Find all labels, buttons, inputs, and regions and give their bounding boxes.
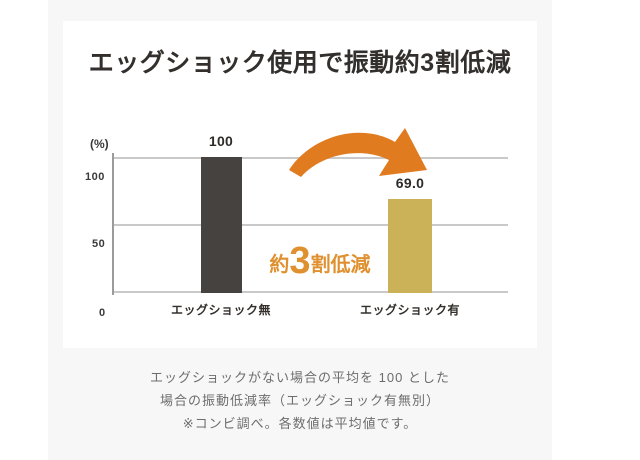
bar-no-eggshock (201, 157, 242, 293)
page-left-gutter (0, 0, 48, 460)
chart-card: エッグショック使用で振動約3割低減 (%) 100 50 0 100 69.0 … (63, 21, 537, 348)
bar-with-eggshock (388, 199, 432, 293)
y-axis-line (112, 153, 114, 295)
page-title: エッグショック使用で振動約3割低減 (88, 49, 512, 77)
category-label-with-eggshock: エッグショック有 (359, 303, 460, 317)
reduction-arrow-icon (289, 128, 427, 177)
y-axis-unit-label: (%) (90, 137, 109, 151)
category-label-no-eggshock: エッグショック無 (170, 303, 271, 317)
reduction-prefix: 約 (269, 254, 290, 276)
reduction-number: 3 (289, 240, 311, 282)
reduction-suffix: 割低減 (310, 254, 371, 276)
reduction-callout: 約3割低減 (240, 240, 400, 283)
gridline-0 (112, 291, 508, 293)
y-tick-50: 50 (92, 238, 106, 250)
bar-value-no-eggshock: 100 (208, 133, 234, 149)
page-right-gutter (552, 0, 640, 460)
caption-line-1: エッグショックがない場合の平均を 100 とした (150, 370, 450, 385)
y-tick-100: 100 (85, 171, 105, 183)
gridline-100 (112, 157, 508, 159)
bar-value-with-eggshock: 69.0 (395, 175, 425, 191)
plot-area: 100 69.0 エッグショック無 エッグショック有 約3割低減 (112, 128, 508, 317)
gridline-50 (112, 224, 508, 226)
caption-line-3: ※コンビ調べ。各数値は平均値です。 (182, 416, 418, 431)
chart-caption: エッグショックがない場合の平均を 100 とした 場合の振動低減率（エッグショッ… (63, 366, 537, 435)
caption-line-2: 場合の振動低減率（エッグショック有無別） (159, 393, 440, 408)
y-tick-0: 0 (99, 307, 106, 319)
